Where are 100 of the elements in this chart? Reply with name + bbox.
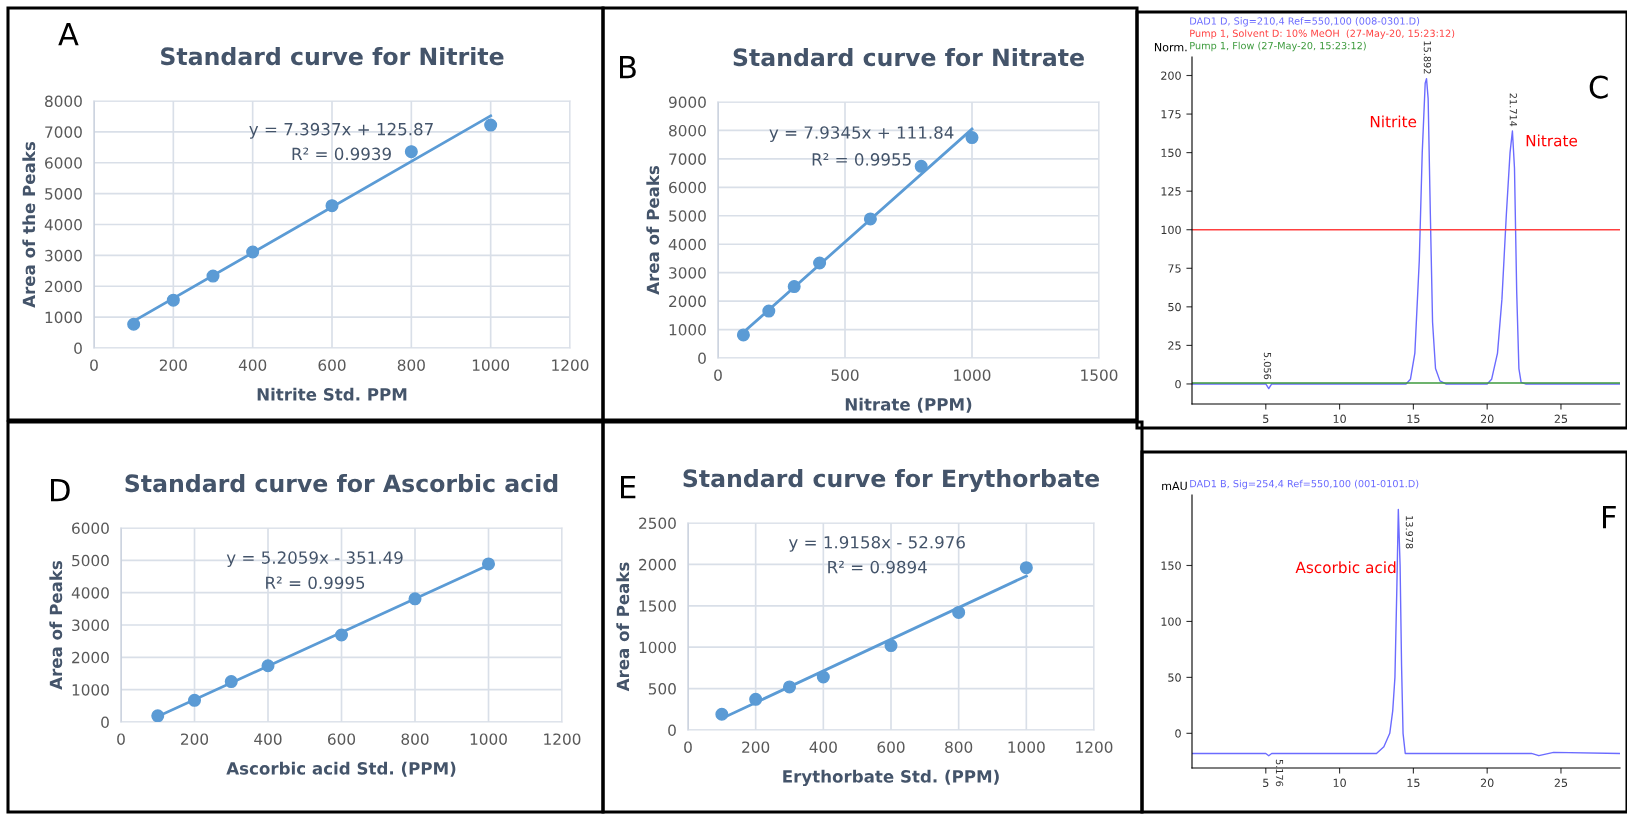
point xyxy=(224,675,238,689)
x-tick-label: 1000 xyxy=(470,733,507,745)
y-axis-title: Area of the Peaks xyxy=(22,141,36,308)
annotation: y = 1.9158x - 52.976 xyxy=(788,535,965,552)
y-tick-label: 150 xyxy=(1161,148,1181,157)
y-tick-label: 2000 xyxy=(639,558,676,571)
point xyxy=(166,293,180,307)
y-tick-label: 2000 xyxy=(72,651,109,664)
chart-title: Standard curve for Nitrate xyxy=(733,47,1084,67)
y-tick-label: 3000 xyxy=(669,267,706,279)
y-tick-label: 9000 xyxy=(668,96,706,109)
annotation: R² = 0.9995 xyxy=(266,576,365,590)
annotation: R² = 0.9894 xyxy=(828,560,927,574)
y-tick-label: 6000 xyxy=(669,181,706,194)
x-tick-label: 5 xyxy=(1263,414,1269,424)
point xyxy=(749,692,763,706)
chart-title: Standard curve for Ascorbic acid xyxy=(125,473,558,493)
x-axis-title: Erythorbate Std. (PPM) xyxy=(783,769,999,787)
y-tick-label: 6000 xyxy=(72,522,109,535)
annotation: y = 5.2059x - 351.49 xyxy=(226,551,403,568)
y-tick-label: 2000 xyxy=(669,295,706,308)
x-tick-label: 400 xyxy=(254,733,282,745)
y-tick-label: 1500 xyxy=(639,600,676,612)
x-tick-label: 15 xyxy=(1407,414,1420,424)
point xyxy=(782,680,797,694)
y-tick-label: 500 xyxy=(648,683,676,695)
point xyxy=(127,317,141,331)
x-tick-label: 600 xyxy=(327,733,356,745)
x-tick-label: 800 xyxy=(945,741,973,753)
x-tick-label: 400 xyxy=(238,359,267,371)
line-series xyxy=(1192,77,1620,390)
text: DAD1 D, Sig=210,4 Ref=550,100 (008-0301.D) xyxy=(1190,17,1420,27)
y-tick-label: 7000 xyxy=(669,153,706,165)
point xyxy=(261,659,275,673)
y-tick-label: 150 xyxy=(1161,561,1181,570)
annotation: Nitrite xyxy=(1370,115,1417,128)
annotation: y = 7.9345x + 111.84 xyxy=(769,126,954,143)
x-tick-label: 200 xyxy=(742,741,770,753)
x-tick-label: 1200 xyxy=(544,733,581,745)
annotation: 5.056 xyxy=(1263,352,1272,380)
x-tick-label: 20 xyxy=(1480,778,1494,788)
point xyxy=(334,628,349,642)
y-tick-label: 0 xyxy=(101,716,109,729)
x-tick-label: 20 xyxy=(1480,414,1494,424)
point xyxy=(914,159,928,173)
point xyxy=(484,118,498,132)
x-tick-label: 5 xyxy=(1263,778,1269,788)
annotation: C xyxy=(1589,75,1608,99)
text: D xyxy=(51,478,70,502)
point xyxy=(715,707,729,721)
y-tick-label: 4000 xyxy=(44,218,82,231)
x-tick-label: 800 xyxy=(401,733,429,745)
x-tick-label: 25 xyxy=(1554,414,1568,424)
x-axis-title: Nitrite Std. PPM xyxy=(257,387,407,401)
x-tick-label: 10 xyxy=(1333,414,1346,424)
y-tick-label: 8000 xyxy=(669,124,706,137)
annotation: 13.978 xyxy=(1405,516,1414,549)
y-axis-title: Norm. xyxy=(1154,43,1187,52)
point xyxy=(187,693,202,707)
y-tick-label: 4000 xyxy=(71,587,109,599)
point xyxy=(736,328,750,342)
y-tick-label: 7000 xyxy=(45,126,82,138)
point xyxy=(813,256,827,270)
y-tick-label: 2000 xyxy=(45,280,82,293)
x-tick-label: 1000 xyxy=(472,359,510,371)
annotation: 21.714 xyxy=(1509,93,1517,127)
x-tick-label: 0 xyxy=(714,369,722,381)
y-tick-label: 125 xyxy=(1161,187,1181,196)
point xyxy=(952,605,966,619)
x-tick-label: 600 xyxy=(318,359,346,371)
x-tick-label: 600 xyxy=(877,741,905,753)
x-tick-label: 15 xyxy=(1407,778,1420,788)
point xyxy=(151,709,165,722)
chart-title: Standard curve for Erythorbate xyxy=(683,468,1100,492)
point xyxy=(408,592,422,606)
y-tick-label: 5000 xyxy=(72,554,109,567)
x-tick-label: 1200 xyxy=(1076,741,1113,753)
x-tick-label: 25 xyxy=(1554,778,1568,788)
point xyxy=(965,131,979,145)
annotation: y = 7.3937x + 125.87 xyxy=(249,122,433,139)
point xyxy=(787,280,801,294)
y-tick-label: 50 xyxy=(1168,673,1181,682)
y-tick-label: 5000 xyxy=(669,210,706,222)
y-tick-label: 2500 xyxy=(639,517,676,530)
y-axis-title: Area of Peaks xyxy=(646,165,660,295)
x-tick-label: 1500 xyxy=(1081,369,1118,381)
annotation: 5.176 xyxy=(1275,759,1284,787)
y-tick-label: 5000 xyxy=(45,188,82,200)
point xyxy=(206,269,220,283)
point xyxy=(863,212,877,226)
x-tick-label: 200 xyxy=(181,733,209,745)
x-tick-label: 500 xyxy=(831,369,859,381)
point xyxy=(246,245,260,259)
text: B xyxy=(620,55,636,79)
y-axis-title: Area of Peaks xyxy=(616,562,630,692)
point xyxy=(404,145,418,159)
y-tick-label: 6000 xyxy=(45,157,82,169)
point xyxy=(1019,561,1033,575)
y-tick-label: 0 xyxy=(74,342,82,355)
x-tick-label: 0 xyxy=(117,733,125,745)
